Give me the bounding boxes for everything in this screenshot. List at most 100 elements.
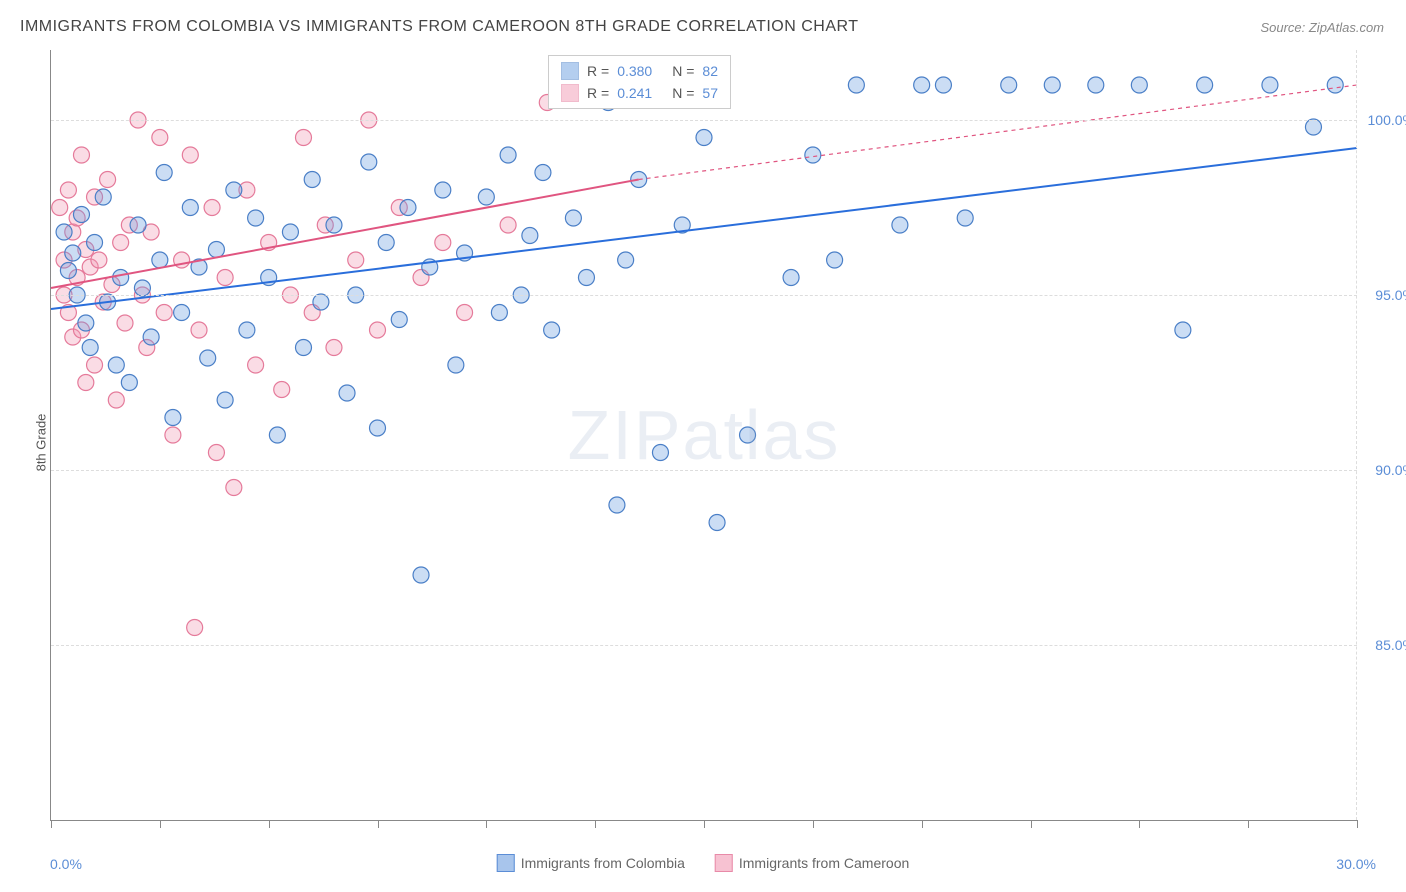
- scatter-point: [935, 77, 951, 93]
- x-tick: [269, 820, 270, 828]
- scatter-point: [248, 357, 264, 373]
- scatter-point: [578, 270, 594, 286]
- scatter-point: [652, 445, 668, 461]
- scatter-point: [400, 200, 416, 216]
- legend-item: Immigrants from Colombia: [497, 854, 685, 872]
- scatter-point: [113, 235, 129, 251]
- scatter-point: [1327, 77, 1343, 93]
- gridline-horizontal: [51, 120, 1357, 121]
- scatter-point: [191, 322, 207, 338]
- source-attribution: Source: ZipAtlas.com: [1260, 20, 1384, 35]
- legend-n-value: 82: [702, 63, 718, 79]
- scatter-point: [226, 480, 242, 496]
- scatter-point: [156, 165, 172, 181]
- scatter-point: [113, 270, 129, 286]
- scatter-point: [282, 224, 298, 240]
- scatter-point: [65, 245, 81, 261]
- scatter-point: [95, 189, 111, 205]
- scatter-point: [892, 217, 908, 233]
- gridline-horizontal: [51, 645, 1357, 646]
- scatter-point: [348, 252, 364, 268]
- scatter-point: [239, 322, 255, 338]
- trendline-extrapolation: [639, 85, 1357, 180]
- x-max-label: 30.0%: [1336, 856, 1376, 872]
- scatter-point: [152, 252, 168, 268]
- bottom-legend: Immigrants from Colombia Immigrants from…: [497, 854, 910, 872]
- x-tick: [922, 820, 923, 828]
- scatter-point: [957, 210, 973, 226]
- scatter-point: [1305, 119, 1321, 135]
- scatter-point: [165, 427, 181, 443]
- scatter-point: [187, 620, 203, 636]
- correlation-legend: R = 0.380 N = 82 R = 0.241 N = 57: [548, 55, 731, 109]
- x-tick: [1357, 820, 1358, 828]
- scatter-point: [100, 172, 116, 188]
- scatter-point: [1262, 77, 1278, 93]
- scatter-point: [121, 375, 137, 391]
- scatter-point: [217, 392, 233, 408]
- x-tick: [1031, 820, 1032, 828]
- scatter-point: [295, 340, 311, 356]
- gridline-vertical: [1356, 50, 1357, 820]
- scatter-point: [91, 252, 107, 268]
- scatter-point: [339, 385, 355, 401]
- scatter-point: [413, 567, 429, 583]
- scatter-point: [56, 224, 72, 240]
- scatter-point: [78, 375, 94, 391]
- scatter-point: [208, 242, 224, 258]
- legend-swatch: [561, 84, 579, 102]
- scatter-point: [204, 200, 220, 216]
- scatter-point: [500, 147, 516, 163]
- legend-swatch: [715, 854, 733, 872]
- scatter-point: [134, 280, 150, 296]
- scatter-point: [82, 340, 98, 356]
- scatter-point: [143, 329, 159, 345]
- scatter-point: [361, 154, 377, 170]
- legend-r-label: R =: [587, 63, 609, 79]
- scatter-point: [500, 217, 516, 233]
- legend-swatch: [561, 62, 579, 80]
- scatter-point: [87, 235, 103, 251]
- scatter-point: [378, 235, 394, 251]
- x-tick: [813, 820, 814, 828]
- x-tick: [1139, 820, 1140, 828]
- scatter-point: [1088, 77, 1104, 93]
- y-tick-label: 95.0%: [1375, 287, 1406, 303]
- y-tick-label: 100.0%: [1368, 112, 1406, 128]
- scatter-point: [544, 322, 560, 338]
- scatter-point: [709, 515, 725, 531]
- scatter-point: [52, 200, 68, 216]
- scatter-point: [152, 130, 168, 146]
- scatter-point: [108, 392, 124, 408]
- scatter-point: [1001, 77, 1017, 93]
- scatter-point: [182, 200, 198, 216]
- legend-n-label: N =: [672, 85, 694, 101]
- scatter-point: [1131, 77, 1147, 93]
- scatter-point: [848, 77, 864, 93]
- chart-title: IMMIGRANTS FROM COLOMBIA VS IMMIGRANTS F…: [20, 18, 859, 36]
- scatter-point: [565, 210, 581, 226]
- trendline: [51, 148, 1357, 309]
- legend-item: Immigrants from Cameroon: [715, 854, 909, 872]
- scatter-point: [73, 207, 89, 223]
- legend-row: R = 0.380 N = 82: [561, 60, 718, 82]
- legend-label: Immigrants from Cameroon: [739, 855, 909, 871]
- x-tick: [160, 820, 161, 828]
- gridline-horizontal: [51, 470, 1357, 471]
- scatter-point: [448, 357, 464, 373]
- scatter-point: [226, 182, 242, 198]
- scatter-point: [478, 189, 494, 205]
- scatter-point: [78, 315, 94, 331]
- scatter-point: [130, 217, 146, 233]
- scatter-point: [391, 312, 407, 328]
- scatter-point: [618, 252, 634, 268]
- scatter-point: [491, 305, 507, 321]
- scatter-point: [313, 294, 329, 310]
- trendline: [51, 180, 639, 289]
- scatter-point: [1044, 77, 1060, 93]
- x-tick: [704, 820, 705, 828]
- scatter-point: [457, 305, 473, 321]
- y-axis-label: 8th Grade: [33, 414, 48, 472]
- legend-r-value: 0.241: [617, 85, 652, 101]
- scatter-point: [370, 322, 386, 338]
